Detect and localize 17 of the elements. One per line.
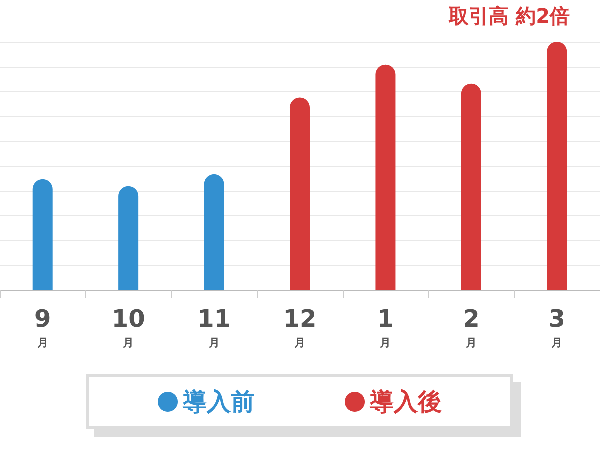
x-tick-label: 2 月: [463, 305, 480, 350]
bar: [204, 174, 224, 290]
bar: [32, 179, 53, 290]
bar: [376, 64, 396, 290]
x-tick-label: 1 月: [377, 305, 394, 350]
x-tick-label: 9 月: [34, 305, 52, 350]
bar: [118, 186, 139, 290]
text: 取引高 約2倍: [448, 4, 570, 28]
x-tick-label: 11 月: [198, 305, 231, 350]
bar: [461, 84, 482, 290]
bar: [290, 98, 310, 290]
legend-label: 導入後: [369, 388, 442, 416]
x-tick-label: 3 月: [548, 305, 566, 350]
bar: [547, 42, 568, 290]
x-tick-label: 10 月: [112, 305, 146, 350]
x-tick-label: 12 月: [283, 305, 317, 350]
legend-label: 導入前: [182, 388, 255, 416]
